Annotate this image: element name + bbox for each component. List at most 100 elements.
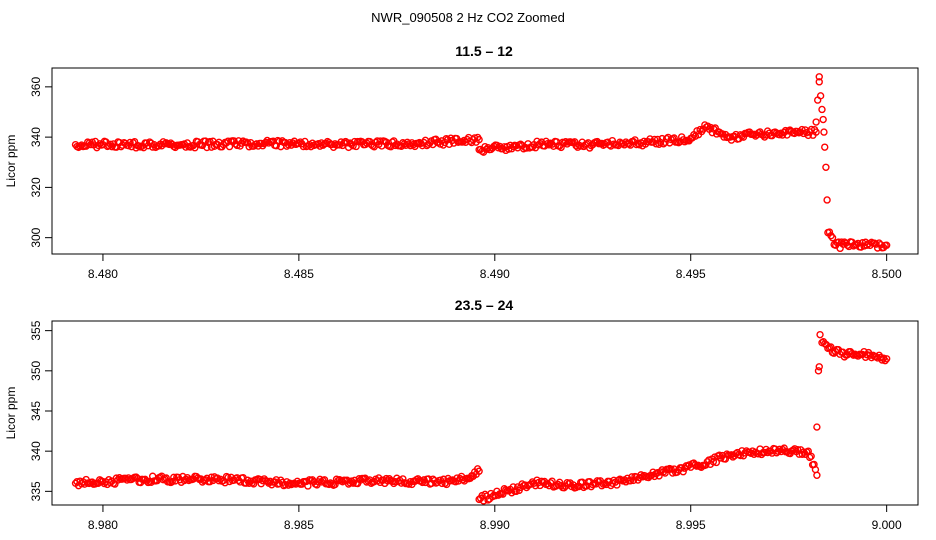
data-point [709, 458, 718, 466]
y-tick-label: 340 [29, 441, 43, 461]
data-point [650, 135, 659, 144]
data-point [155, 142, 163, 150]
data-point [142, 477, 151, 485]
data-point [626, 477, 635, 485]
data-point [816, 92, 825, 100]
panel-2-x-axis: 8.980 8.985 8.990 8.995 9.000 [88, 505, 902, 532]
data-point [825, 228, 834, 236]
data-point [691, 460, 699, 469]
data-point [332, 475, 341, 483]
data-point [812, 118, 820, 126]
data-point [813, 471, 821, 479]
x-tick-label: 8.500 [872, 267, 902, 281]
panel-2-plot-frame [51, 320, 919, 506]
data-point [545, 141, 553, 149]
data-point [882, 355, 891, 363]
data-point [815, 73, 823, 81]
data-point [807, 452, 815, 460]
data-point [349, 142, 357, 150]
data-point [814, 367, 823, 375]
data-point [563, 479, 571, 487]
data-point [628, 473, 636, 481]
x-tick-label: 8.485 [284, 267, 314, 281]
data-point [243, 139, 252, 147]
data-point [126, 138, 134, 147]
data-point [828, 234, 837, 242]
y-tick-label: 355 [29, 320, 43, 340]
data-point [806, 453, 814, 462]
data-point [470, 134, 479, 142]
x-tick-label: 8.985 [284, 518, 314, 532]
data-point [819, 115, 827, 124]
data-point [438, 479, 446, 488]
data-point [815, 78, 823, 86]
figure-suptitle: NWR_090508 2 Hz CO2 Zoomed [371, 10, 565, 25]
data-point [818, 105, 826, 114]
data-point [613, 481, 621, 489]
data-point [589, 480, 597, 489]
data-point [94, 141, 103, 150]
panel-2-y-axis-label: Licor ppm [4, 387, 18, 440]
panel-1-y-axis-label: Licor ppm [4, 135, 18, 188]
data-point [820, 128, 828, 136]
data-point [475, 467, 483, 475]
data-point [813, 423, 821, 431]
panel-1-title: 11.5 – 12 [455, 43, 513, 59]
y-tick-label: 335 [29, 481, 43, 501]
x-tick-label: 9.000 [872, 518, 902, 532]
x-tick-label: 8.480 [88, 267, 118, 281]
y-tick-label: 345 [29, 401, 43, 421]
panel-1-y-axis: 300 320 340 360 [29, 77, 52, 248]
data-point [750, 130, 758, 139]
x-tick-label: 8.495 [676, 267, 706, 281]
y-tick-label: 300 [29, 227, 43, 247]
data-point [341, 137, 350, 146]
data-point [475, 135, 483, 144]
data-point [821, 143, 829, 151]
panel-2: 23.5 – 24 Licor ppm 8.980 8.985 8.990 8.995… [4, 297, 919, 532]
data-point [387, 143, 395, 151]
data-point [258, 476, 267, 485]
data-point [804, 131, 812, 140]
data-point [328, 480, 336, 488]
data-point [572, 142, 580, 150]
data-point [815, 363, 823, 371]
data-point [170, 473, 178, 482]
data-point [168, 477, 176, 486]
data-point [712, 458, 721, 467]
data-point [570, 138, 579, 146]
panel-2-y-axis: 335 340 345 350 355 [29, 320, 52, 501]
panel-2-points [71, 330, 891, 505]
x-tick-label: 8.490 [480, 267, 510, 281]
data-point [655, 472, 663, 480]
data-point [822, 163, 830, 171]
data-point [132, 473, 140, 481]
data-point [668, 469, 677, 477]
data-point [882, 241, 891, 249]
y-tick-label: 360 [29, 77, 43, 97]
data-point [577, 142, 585, 150]
panel-1: 11.5 – 12 Licor ppm 8.480 8.485 8.490 8.495… [4, 43, 919, 281]
x-tick-label: 8.980 [88, 518, 118, 532]
data-point [878, 356, 886, 364]
data-point [696, 125, 704, 134]
y-tick-label: 320 [29, 177, 43, 197]
data-point [679, 468, 687, 476]
data-point [794, 445, 802, 454]
panel-1-points [71, 73, 891, 253]
data-point [812, 128, 820, 136]
data-point [823, 196, 831, 204]
data-point [652, 140, 660, 148]
panel-1-x-axis: 8.480 8.485 8.490 8.495 8.500 [88, 254, 902, 281]
data-point [543, 140, 552, 148]
data-point [106, 478, 115, 487]
panel-1-plot-frame [51, 67, 919, 255]
y-tick-label: 340 [29, 127, 43, 147]
y-tick-label: 350 [29, 360, 43, 380]
x-tick-label: 8.995 [676, 518, 706, 532]
data-point [343, 139, 351, 147]
x-tick-label: 8.990 [480, 518, 510, 532]
data-point [816, 330, 824, 339]
panel-2-title: 23.5 – 24 [455, 297, 514, 313]
